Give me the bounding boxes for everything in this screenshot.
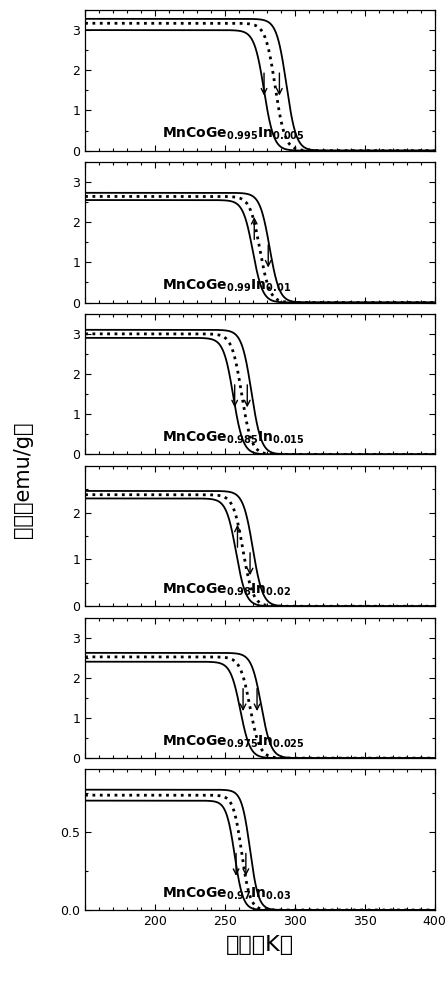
Text: $\mathbf{MnCoGe_{0.99}In_{0.01}}$: $\mathbf{MnCoGe_{0.99}In_{0.01}}$: [162, 278, 291, 294]
X-axis label: 温度（K）: 温度（K）: [226, 935, 294, 955]
Text: $\mathbf{MnCoGe_{0.98}In_{0.02}}$: $\mathbf{MnCoGe_{0.98}In_{0.02}}$: [162, 581, 291, 598]
Text: 磁矩（emu/g）: 磁矩（emu/g）: [13, 422, 34, 538]
Text: $\mathbf{MnCoGe_{0.975}In_{0.025}}$: $\mathbf{MnCoGe_{0.975}In_{0.025}}$: [162, 733, 305, 750]
Text: $\mathbf{MnCoGe_{0.995}In_{0.005}}$: $\mathbf{MnCoGe_{0.995}In_{0.005}}$: [162, 126, 305, 142]
Text: $\mathbf{MnCoGe_{0.97}In_{0.03}}$: $\mathbf{MnCoGe_{0.97}In_{0.03}}$: [162, 885, 291, 902]
Text: $\mathbf{MnCoGe_{0.985}In_{0.015}}$: $\mathbf{MnCoGe_{0.985}In_{0.015}}$: [162, 430, 305, 446]
